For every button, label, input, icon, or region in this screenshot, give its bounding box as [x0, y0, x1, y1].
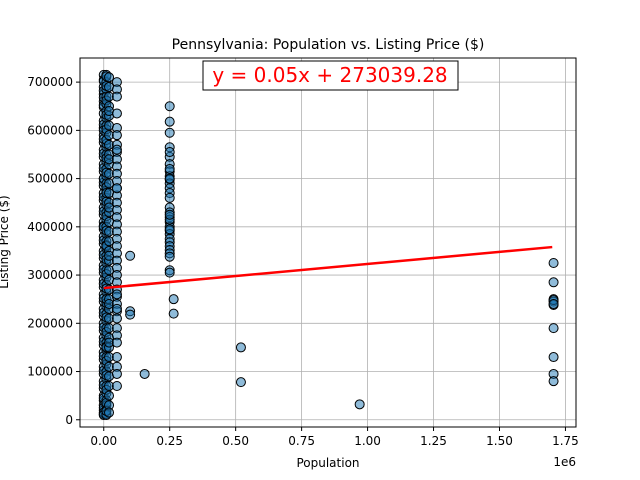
scatter-point — [548, 376, 559, 387]
x-tick-label: 0.00 — [90, 434, 117, 448]
scatter-point — [111, 368, 122, 379]
scatter-point — [164, 116, 175, 127]
scatter-point — [354, 399, 365, 410]
scatter-point — [125, 250, 136, 261]
scatter-point — [125, 309, 136, 320]
scatter-point — [111, 144, 122, 155]
regression-line — [103, 245, 553, 290]
scatter-point — [111, 303, 122, 314]
scatter-point — [111, 130, 122, 141]
scatter-point — [548, 277, 559, 288]
scatter-point — [548, 352, 559, 363]
x-tick-label: 0.50 — [222, 434, 249, 448]
scatter-point — [164, 267, 175, 278]
axis-ticks: 0.00 0.25 0.50 0.75 1.00 1.25 1.50 1.75 0 100000 2… — [27, 75, 579, 448]
y-tick-label: 700000 — [27, 75, 73, 89]
scatter-point — [111, 381, 122, 391]
x-tick-label: 0.75 — [288, 434, 315, 448]
y-tick-label: 0 — [65, 413, 73, 427]
scatter-point — [548, 258, 559, 268]
scatter-point — [111, 313, 122, 324]
scatter-point — [164, 127, 175, 138]
grid-lines — [80, 58, 576, 427]
scatter-point — [235, 377, 246, 388]
y-tick-label: 100000 — [27, 365, 73, 379]
scatter-point — [104, 407, 115, 418]
x-tick-label: 1.75 — [552, 434, 579, 448]
scatter-point — [168, 294, 179, 305]
x-tick-label: 1.00 — [354, 434, 381, 448]
scatter-point — [235, 342, 246, 353]
regression-line-group — [103, 245, 553, 290]
y-axis-title: Listing Price ($) — [0, 195, 11, 288]
y-tick-label: 600000 — [27, 123, 73, 137]
equation-box — [202, 60, 459, 91]
scatter-point — [168, 308, 179, 319]
scatter-point — [164, 173, 175, 184]
scatter-point — [111, 352, 122, 363]
scatter-point — [111, 337, 122, 348]
y-tick-label: 500000 — [27, 172, 73, 186]
scatter-point — [111, 108, 122, 119]
scatter-point — [164, 251, 175, 262]
x-tick-label: 1.25 — [420, 434, 447, 448]
scatter-point — [104, 390, 115, 401]
regression-equation: y = 0.05x + 273039.28 — [212, 63, 447, 87]
x-tick-label: 1.50 — [486, 434, 513, 448]
plot-frame — [79, 57, 577, 428]
data-points — [98, 69, 559, 420]
scatter-point — [548, 323, 559, 334]
scatter-point — [164, 192, 175, 203]
scatter-point — [164, 209, 175, 220]
x-axis-offset-label: 1e6 — [553, 455, 576, 469]
scatter-point — [164, 101, 175, 112]
x-axis-title: Population — [296, 456, 359, 470]
scatter-point — [111, 91, 122, 102]
x-tick-label: 0.25 — [156, 434, 183, 448]
scatter-point — [111, 289, 122, 300]
scatter-point — [548, 299, 559, 309]
scatter-point — [139, 368, 150, 379]
scatter-point — [164, 224, 175, 235]
scatter-point — [164, 147, 175, 158]
y-tick-label: 200000 — [27, 316, 73, 330]
scatter-point — [104, 72, 115, 83]
y-tick-label: 400000 — [27, 220, 73, 234]
chart-title: Pennsylvania: Population vs. Listing Pri… — [172, 37, 485, 53]
scatter-point — [164, 163, 175, 174]
y-tick-label: 300000 — [27, 268, 73, 282]
scatter-point — [111, 183, 122, 194]
